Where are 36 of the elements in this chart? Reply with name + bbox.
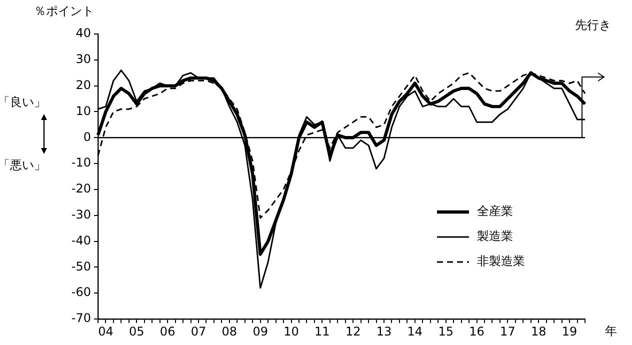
y-tick-label: -10 (71, 156, 91, 170)
legend-label: 製造業 (477, 229, 513, 244)
x-tick-label: 13 (376, 324, 392, 338)
x-tick-label: 06 (160, 324, 176, 338)
y-tick-label: 10 (76, 104, 91, 118)
x-tick-label: 17 (500, 324, 516, 338)
x-tick-label: 08 (222, 324, 238, 338)
y-tick-label: 0 (83, 130, 91, 144)
x-tick-label: 14 (407, 324, 423, 338)
y-tick-label: 20 (76, 78, 91, 92)
y-axis-title: ％ポイント (34, 4, 94, 18)
x-tick-label: 18 (530, 324, 546, 338)
x-tick-label: 09 (252, 324, 268, 338)
y-tick-label: -70 (71, 311, 91, 326)
x-tick-label: 10 (284, 324, 299, 338)
legend-label: 全産業 (477, 204, 513, 218)
legend-label: 非製造業 (477, 254, 525, 268)
y-tick-label: 40 (76, 26, 91, 40)
x-tick-label: 19 (562, 324, 578, 338)
y-tick-label: -30 (71, 207, 91, 222)
x-tick-label: 04 (98, 324, 114, 338)
x-tick-label: 12 (345, 324, 361, 338)
x-axis-title: 年 (605, 324, 617, 338)
x-tick-label: 16 (469, 324, 484, 338)
text: 「悪い」 (0, 158, 46, 172)
y-tick-label: -40 (71, 233, 91, 248)
y-tick-label: -20 (71, 182, 91, 196)
y-tick-label: 30 (76, 52, 91, 66)
x-tick-label: 11 (314, 324, 330, 338)
x-tick-label: 05 (129, 324, 144, 338)
y-tick-label: -60 (71, 285, 91, 300)
text: 「良い」 (0, 95, 46, 110)
x-tick-label: 15 (438, 324, 454, 338)
text: 先行き (575, 18, 611, 32)
y-tick-label: -50 (71, 259, 91, 274)
x-tick-label: 07 (190, 324, 206, 338)
